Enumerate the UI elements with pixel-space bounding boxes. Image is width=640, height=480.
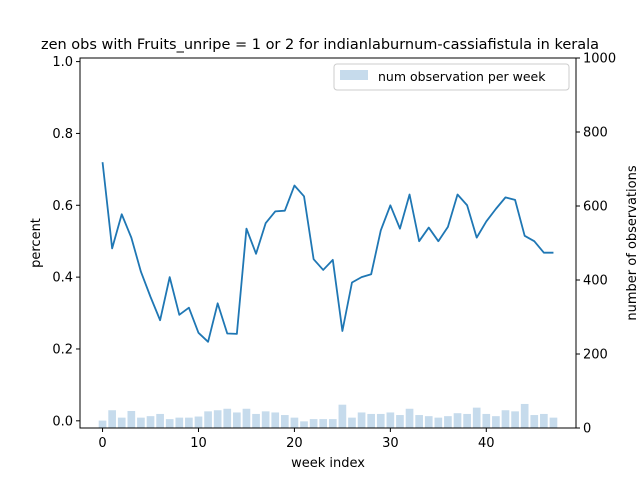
bar [204,411,212,428]
bar [434,417,443,428]
bar [348,417,356,428]
bar [98,420,107,428]
right-y-tick-label: 0 [583,422,591,437]
legend-swatch [340,70,368,80]
x-tick-label: 30 [382,436,399,451]
bar [492,416,500,428]
bar [319,419,328,428]
left-y-tick-label: 0.2 [52,342,73,357]
bar [549,417,558,428]
bar [463,413,471,428]
bar [338,404,347,428]
bar [271,412,280,428]
bar [482,413,491,428]
right-y-tick-label: 600 [583,200,608,215]
left-y-tick-label: 0.8 [52,127,73,142]
x-tick-label: 20 [286,436,303,451]
right-y-axis-label: number of observations [625,165,640,320]
bar [376,413,385,428]
left-y-tick-label: 1.0 [52,55,73,70]
left-y-tick-label: 0.6 [52,199,73,214]
right-y-tick-label: 1000 [583,52,616,67]
bar [117,417,126,428]
bar [386,412,395,428]
bar [444,416,452,428]
left-y-axis-ticks: 0.0 0.2 0.4 0.6 0.8 1.0 [52,55,80,429]
bar [137,417,145,428]
bar [165,419,174,428]
bar [127,410,136,428]
line-layer [101,162,554,343]
bar [540,413,548,428]
bar [185,417,193,428]
bar [233,412,241,428]
bar [252,413,260,428]
legend-label: num observation per week [378,69,546,84]
left-y-axis-label: percent [29,218,44,268]
right-y-axis-ticks: 0 200 400 600 800 1000 [576,52,616,437]
bar [424,416,433,428]
bar [415,415,423,428]
bar [108,410,116,428]
right-y-tick-label: 400 [583,274,608,289]
bar [357,412,366,428]
right-y-tick-label: 800 [583,126,608,141]
bar [453,413,462,428]
bar [511,411,519,428]
bar [472,407,481,428]
bar [367,413,376,428]
x-axis-ticks: 0 10 20 30 40 [98,428,495,451]
bar [156,413,164,428]
x-tick-label: 0 [98,436,106,451]
chart-title: zen obs with Fruits_unripe = 1 or 2 for … [41,37,599,53]
bar [501,410,510,428]
series-line [101,162,554,343]
plot-frame [79,57,577,429]
bar [530,415,539,428]
left-y-tick-label: 0.0 [52,414,73,429]
bar [396,415,404,428]
left-y-tick-label: 0.4 [52,271,73,286]
legend: num observation per week [333,63,570,91]
bar [242,408,251,428]
bar [223,408,232,428]
bar [300,421,308,428]
right-y-tick-label: 200 [583,348,608,363]
bar [520,403,529,428]
x-tick-label: 10 [190,436,207,451]
bar [405,408,414,428]
bars-layer [98,403,558,428]
x-axis-label: week index [291,456,365,471]
bar [309,419,318,428]
legend-frame [333,63,570,91]
bar [280,415,289,428]
bar [213,410,222,428]
bar [175,417,184,428]
bar [261,411,270,428]
x-tick-label: 40 [478,436,495,451]
bar [194,416,203,428]
bar [146,416,155,428]
bar [290,417,299,428]
bar [328,419,337,428]
